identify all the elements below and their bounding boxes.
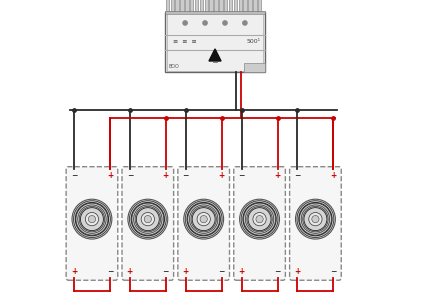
Bar — [248, 0, 251, 12]
Circle shape — [129, 201, 166, 238]
Bar — [228, 0, 232, 12]
FancyBboxPatch shape — [66, 167, 118, 280]
Bar — [175, 0, 178, 12]
Text: −: − — [329, 267, 336, 276]
Bar — [165, 11, 264, 14]
Text: −: − — [162, 267, 169, 276]
Text: +: + — [218, 171, 224, 180]
Circle shape — [192, 208, 215, 231]
Bar — [185, 0, 188, 12]
FancyBboxPatch shape — [178, 167, 229, 280]
Circle shape — [183, 199, 223, 239]
Circle shape — [308, 213, 321, 226]
Circle shape — [131, 203, 164, 236]
Text: −: − — [218, 267, 225, 276]
Circle shape — [311, 216, 318, 223]
Text: −: − — [106, 267, 113, 276]
Bar — [165, 0, 169, 12]
Bar — [204, 0, 207, 12]
Circle shape — [202, 21, 207, 25]
Text: +: + — [238, 267, 244, 276]
Bar — [214, 0, 217, 12]
Bar — [209, 0, 212, 12]
Circle shape — [73, 201, 110, 238]
Text: +: + — [106, 171, 113, 180]
Circle shape — [75, 203, 108, 236]
Bar — [219, 0, 222, 12]
FancyBboxPatch shape — [233, 167, 285, 280]
Text: +: + — [274, 171, 280, 180]
Text: +: + — [182, 267, 188, 276]
Text: −: − — [238, 171, 244, 180]
Text: −: − — [71, 171, 77, 180]
Circle shape — [252, 213, 265, 226]
Circle shape — [242, 203, 276, 236]
Bar — [243, 63, 264, 72]
Circle shape — [222, 21, 227, 25]
Bar — [170, 0, 173, 12]
Circle shape — [88, 216, 95, 223]
Bar — [238, 0, 242, 12]
Circle shape — [255, 216, 262, 223]
Circle shape — [136, 208, 159, 231]
Circle shape — [144, 216, 151, 223]
Text: BOO: BOO — [168, 64, 179, 69]
Text: −: − — [127, 171, 133, 180]
Bar — [224, 0, 227, 12]
Text: ≡  ≡  ≡: ≡ ≡ ≡ — [173, 39, 196, 43]
Circle shape — [80, 208, 103, 231]
Circle shape — [85, 213, 98, 226]
Bar — [199, 0, 203, 12]
Text: −: − — [294, 171, 300, 180]
Text: +: + — [329, 171, 336, 180]
Bar — [243, 0, 246, 12]
Circle shape — [200, 216, 207, 223]
Circle shape — [242, 21, 247, 25]
Polygon shape — [208, 49, 221, 61]
Text: +: + — [127, 267, 132, 276]
Text: +: + — [294, 267, 300, 276]
Circle shape — [183, 21, 187, 25]
Bar — [190, 0, 193, 12]
Bar — [180, 0, 183, 12]
Text: 500¹: 500¹ — [246, 39, 260, 43]
Circle shape — [185, 201, 222, 238]
Circle shape — [141, 213, 154, 226]
Circle shape — [187, 203, 220, 236]
Bar — [165, 12, 264, 72]
Bar — [166, 14, 263, 71]
Circle shape — [196, 213, 210, 226]
Circle shape — [241, 201, 277, 238]
Bar — [194, 0, 198, 12]
Circle shape — [72, 199, 112, 239]
Circle shape — [239, 199, 279, 239]
FancyBboxPatch shape — [122, 167, 173, 280]
Circle shape — [298, 203, 331, 236]
Bar — [253, 0, 256, 12]
Text: −: − — [273, 267, 280, 276]
Bar — [233, 0, 236, 12]
Text: +: + — [71, 267, 77, 276]
Circle shape — [296, 201, 333, 238]
FancyBboxPatch shape — [289, 167, 340, 280]
Circle shape — [127, 199, 167, 239]
Bar — [257, 0, 261, 12]
Text: +: + — [162, 171, 169, 180]
Circle shape — [248, 208, 271, 231]
Text: −: − — [182, 171, 188, 180]
Circle shape — [295, 199, 334, 239]
Circle shape — [303, 208, 326, 231]
